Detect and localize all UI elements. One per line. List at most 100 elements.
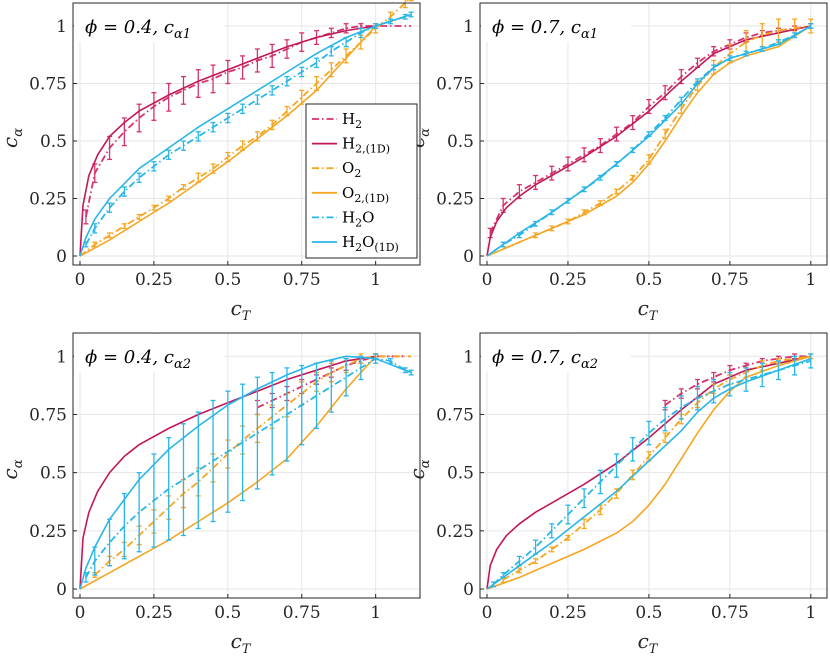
series-line	[85, 25, 412, 218]
x-axis-label-sub: T	[242, 642, 252, 657]
series-h2o-1d-	[79, 13, 412, 257]
y-tick-label: 0.5	[447, 132, 474, 152]
legend-label: H2O(1D)	[342, 233, 399, 254]
legend-label-sub: 2,(1D)	[354, 192, 389, 205]
x-axis-label: cT	[231, 296, 252, 324]
title-c: c	[571, 347, 581, 368]
series-line	[486, 355, 811, 590]
x-tick-label: 0	[75, 603, 86, 623]
title-phi: ϕ = 0.7,	[492, 347, 571, 368]
x-tick-label: 0.5	[635, 603, 662, 623]
title-phi: ϕ = 0.4,	[85, 347, 164, 368]
y-tick-label: 0.75	[29, 405, 67, 425]
y-tick-label: 1	[463, 17, 474, 37]
y-tick-label: 0	[463, 247, 474, 267]
series-h2-1d-	[486, 25, 811, 257]
y-tick-label: 0.75	[436, 75, 474, 95]
x-tick-label: 1	[370, 270, 381, 290]
y-axis-label: cα	[0, 459, 26, 479]
x-tick-label: 0	[482, 603, 493, 623]
legend-label: O2,(1D)	[342, 184, 389, 205]
series-o2	[92, 353, 412, 579]
legend-label-base: O	[342, 184, 354, 202]
y-axis-label-sub: α	[418, 128, 433, 137]
x-tick-label: 0.75	[711, 270, 749, 290]
x-tick-label: 0	[75, 270, 86, 290]
series-h2o	[490, 353, 814, 588]
series-h2o-1d-	[486, 357, 812, 590]
y-tick-label: 0.25	[436, 522, 474, 542]
title-background	[74, 334, 224, 372]
y-tick-label: 0.75	[29, 75, 67, 95]
title-phi: ϕ = 0.7,	[492, 17, 571, 38]
x-tick-label: 0.5	[214, 270, 241, 290]
series-line	[79, 25, 377, 257]
x-axis-label-sub: T	[649, 309, 659, 324]
title-background	[481, 334, 631, 372]
legend-box	[305, 103, 418, 259]
plot-frame	[72, 2, 421, 266]
series-h2	[83, 23, 412, 225]
series-h2o	[83, 11, 414, 248]
y-tick-label: 0.25	[29, 522, 67, 542]
legend-label-base: H	[342, 233, 355, 251]
legend-label-base: O	[342, 159, 354, 177]
legend-label: O2	[342, 159, 361, 180]
title-background	[74, 4, 224, 42]
series-h2o-1d-	[486, 25, 812, 257]
legend-label-sub: 2	[355, 118, 362, 131]
x-axis-label: cT	[638, 629, 659, 657]
legend-label-sub: 2	[355, 241, 362, 254]
grid	[480, 3, 827, 265]
series-line	[492, 25, 812, 253]
y-axis-label-sub: α	[11, 128, 26, 137]
series-h2o-1d-	[79, 355, 412, 590]
y-tick-label: 0.25	[29, 190, 67, 210]
series-line	[85, 357, 412, 578]
plot-frame	[72, 332, 421, 599]
x-tick-label: 0.5	[635, 270, 662, 290]
series-line	[502, 25, 811, 250]
y-tick-label: 0.25	[436, 190, 474, 210]
series-o2-1d-	[79, 25, 377, 257]
series-h2o	[83, 353, 414, 583]
y-axis-label-sub: α	[418, 459, 433, 468]
series-h2o	[492, 23, 814, 253]
legend-label-sub: 2	[355, 216, 362, 229]
series-h2-1d-	[79, 355, 376, 590]
legend-label: H2	[342, 110, 362, 131]
legend-label-sub: 2	[354, 167, 361, 180]
series-line	[85, 13, 412, 245]
title-background	[481, 4, 631, 42]
series-o2-1d-	[486, 25, 812, 257]
title-sub: α1	[174, 27, 191, 42]
legend-label-tail: O	[362, 208, 374, 226]
series-line	[79, 355, 412, 590]
legend-label-tail: O	[362, 233, 374, 251]
legend-label-sub: 2,(1D)	[355, 143, 390, 156]
series-h2	[487, 23, 814, 239]
title-sub: α2	[581, 357, 598, 372]
series-line	[502, 355, 811, 581]
x-axis-label: cT	[638, 296, 659, 324]
x-tick-label: 0.25	[135, 270, 173, 290]
x-tick-label: 0.25	[135, 603, 173, 623]
panel-title: ϕ = 0.7, cα1	[492, 17, 598, 42]
y-tick-label: 0	[56, 247, 67, 267]
series-h2-1d-	[79, 25, 376, 257]
y-axis-label-sub: α	[11, 459, 26, 468]
y-tick-label: 0	[463, 580, 474, 600]
series-line	[492, 360, 812, 585]
x-tick-label: 0.75	[283, 603, 321, 623]
x-tick-label: 0.75	[711, 603, 749, 623]
series-line	[79, 0, 409, 257]
series-line	[79, 25, 376, 257]
y-tick-label: 0.5	[447, 464, 474, 484]
title-sub: α2	[174, 357, 191, 372]
series-line	[664, 355, 811, 406]
x-tick-label: 1	[805, 603, 816, 623]
series-line	[486, 25, 812, 257]
